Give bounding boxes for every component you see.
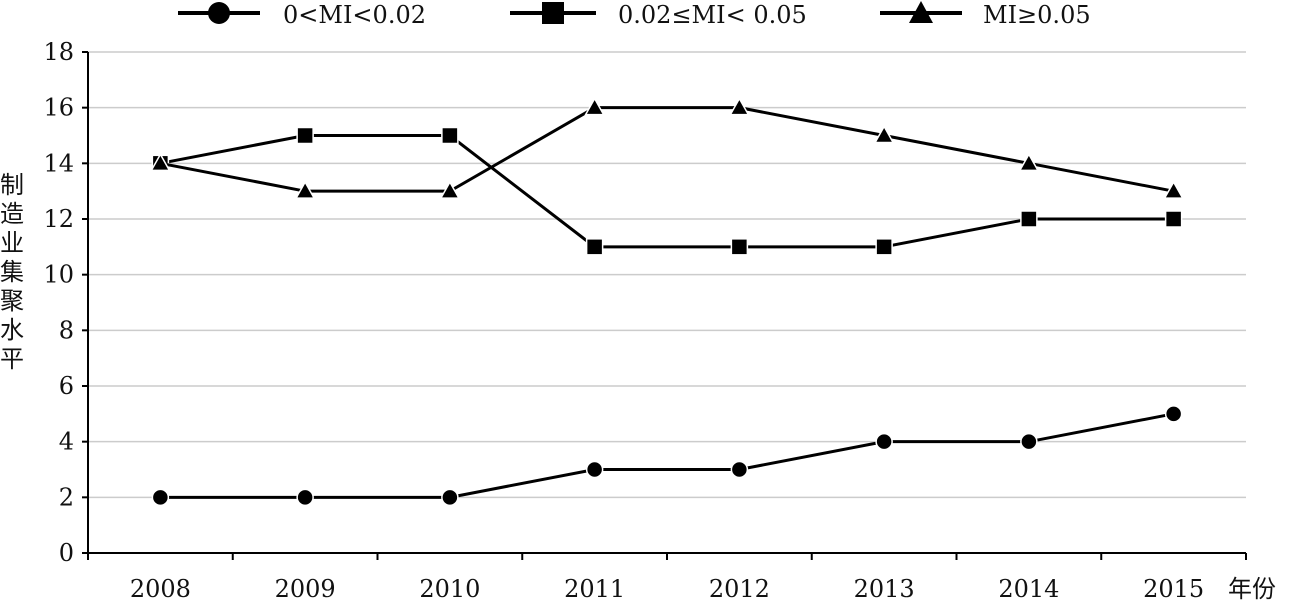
circle-point	[441, 488, 459, 507]
square-point	[875, 238, 893, 256]
x-tick-label: 2015	[1143, 575, 1204, 603]
series-triangle	[150, 97, 1184, 199]
series-layer	[150, 97, 1184, 507]
y-axis-label-char: 业	[0, 229, 24, 257]
legend-triangle-icon	[909, 1, 933, 23]
y-tick-label: 18	[43, 38, 74, 66]
x-tick-label: 2010	[419, 575, 480, 603]
series-square	[151, 126, 1183, 256]
square-point	[296, 126, 314, 145]
triangle-point	[584, 97, 605, 116]
circle-point	[875, 432, 893, 451]
square-point	[730, 238, 749, 256]
triangle-point	[729, 97, 750, 116]
circle-point	[1164, 405, 1183, 423]
y-tick-label: 12	[43, 205, 74, 233]
square-point	[585, 238, 604, 256]
y-tick-label: 4	[59, 428, 74, 456]
square-point	[1020, 210, 1038, 228]
triangle-point	[873, 124, 895, 144]
square-point	[1164, 210, 1183, 228]
circle-point	[296, 488, 314, 507]
y-tick-label: 16	[43, 94, 74, 122]
series-line	[160, 412, 1174, 499]
y-axis-label-char: 制	[0, 171, 24, 199]
x-tick-label: 2011	[564, 575, 625, 603]
y-axis-label-char: 造	[0, 200, 24, 228]
gridlines	[88, 51, 1246, 499]
legend-label: MI≥0.05	[983, 1, 1091, 29]
legend-item: 0.02≤MI< 0.05	[510, 1, 807, 29]
y-axis-label-char: 平	[0, 345, 24, 373]
x-tick-label: 2009	[275, 575, 336, 603]
triangle-point	[1018, 152, 1040, 172]
triangle-point	[439, 180, 461, 199]
y-tick-label: 6	[59, 372, 74, 400]
legend: 0<MI<0.02 0.02≤MI< 0.05 MI≥0.05	[178, 1, 1091, 29]
y-tick-label: 2	[59, 483, 74, 511]
series-line	[160, 134, 1174, 249]
circle-point	[730, 460, 749, 479]
y-axis-label-char: 集	[0, 258, 24, 286]
legend-circle-icon	[208, 2, 230, 24]
circle-point	[585, 460, 604, 479]
x-tick-label: 2008	[130, 575, 191, 603]
axes: 0 2 4 6 8 10 12 14 16 18 2008 2009 2010 2011 2012 2013 2…	[43, 38, 1247, 603]
y-axis-label: 制造业集聚水平	[0, 171, 24, 373]
y-tick-label: 10	[43, 261, 74, 289]
series-line	[160, 106, 1174, 193]
y-tick-label: 8	[59, 316, 74, 344]
circle-point	[1020, 432, 1038, 451]
triangle-point	[294, 180, 316, 199]
square-point	[441, 126, 459, 145]
circle-point	[151, 488, 170, 507]
x-tick-label: 2014	[998, 575, 1059, 603]
x-tick-label: 2013	[854, 575, 915, 603]
legend-label: 0<MI<0.02	[283, 1, 426, 29]
y-axis-label-char: 聚	[0, 287, 24, 315]
triangle-point	[150, 152, 171, 172]
y-tick-label: 0	[59, 539, 74, 567]
y-axis-label-char: 水	[0, 316, 24, 344]
legend-square-icon	[542, 2, 564, 24]
series-circle	[151, 405, 1183, 507]
y-tick-label: 14	[43, 149, 74, 177]
legend-item: MI≥0.05	[880, 1, 1091, 29]
legend-item: 0<MI<0.02	[178, 1, 426, 29]
triangle-point	[1163, 180, 1184, 199]
x-axis-label: 年份	[1228, 575, 1276, 603]
x-tick-label: 2012	[709, 575, 770, 603]
legend-label: 0.02≤MI< 0.05	[618, 1, 807, 29]
